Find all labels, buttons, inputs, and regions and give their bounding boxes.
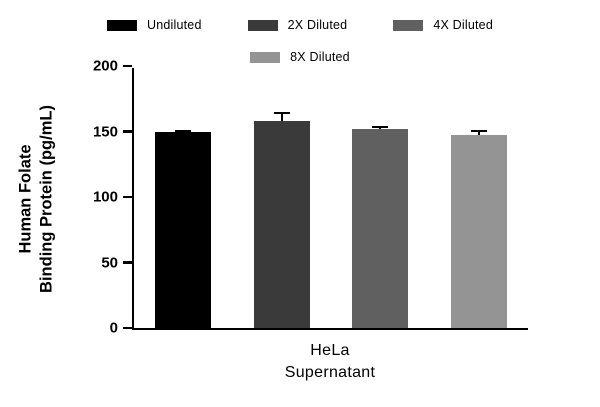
legend-label-4x-diluted: 4X Diluted xyxy=(433,18,493,32)
error-bar-cap-undiluted xyxy=(175,130,192,133)
legend-row-2: 8X Diluted xyxy=(250,50,350,64)
bar-group-2x-diluted xyxy=(253,68,310,328)
y-tick-label-200: 200 xyxy=(92,57,118,75)
y-tick-0 xyxy=(123,326,132,330)
x-axis-group-label-line1: HeLa xyxy=(310,342,350,359)
x-axis-group-label: HeLa Supernatant xyxy=(132,340,528,383)
x-axis-group-label-line2: Supernatant xyxy=(284,363,376,381)
legend-item-undiluted: Undiluted xyxy=(107,18,202,32)
legend-item-2x-diluted: 2X Diluted xyxy=(247,18,348,32)
error-bar-cap-4x-diluted xyxy=(372,126,389,129)
y-axis-title-line2: Binding Protein (pg/mL) xyxy=(37,105,55,293)
bars-container xyxy=(134,68,528,328)
y-axis-title-line1: Human Folate xyxy=(16,144,35,254)
error-bar-2x-diluted xyxy=(280,111,283,122)
bar-group-4x-diluted xyxy=(352,68,409,328)
bar-group-8x-diluted xyxy=(450,68,507,328)
error-bar-cap-2x-diluted xyxy=(273,111,290,114)
y-axis-title: Human Folate Binding Protein (pg/mL) xyxy=(15,105,56,293)
error-bar-8x-diluted xyxy=(477,130,480,136)
legend-row-1: Undiluted 2X Diluted 4X Diluted xyxy=(107,18,493,32)
legend-swatch-8x-diluted xyxy=(250,51,281,63)
legend-item-8x-diluted: 8X Diluted xyxy=(250,50,350,64)
legend-label-8x-diluted: 8X Diluted xyxy=(290,50,350,64)
y-tick-50 xyxy=(123,261,132,264)
y-tick-100 xyxy=(123,195,132,199)
y-tick-label-100: 100 xyxy=(92,188,118,206)
bar-4x-diluted xyxy=(352,128,409,328)
y-tick-200 xyxy=(123,64,132,68)
y-tick-label-150: 150 xyxy=(92,123,118,140)
y-tick-label-0: 0 xyxy=(109,319,118,337)
chart-legend: Undiluted 2X Diluted 4X Diluted 8X Diluted xyxy=(0,18,600,64)
error-bar-cap-8x-diluted xyxy=(470,130,487,133)
legend-label-undiluted: Undiluted xyxy=(147,18,202,32)
legend-label-2x-diluted: 2X Diluted xyxy=(287,18,348,32)
legend-swatch-2x-diluted xyxy=(247,19,278,31)
bar-2x-diluted xyxy=(253,121,310,328)
legend-item-4x-diluted: 4X Diluted xyxy=(393,18,493,32)
legend-swatch-4x-diluted xyxy=(393,19,424,31)
plot-area: 0 50 100 150 200 xyxy=(93,59,528,336)
bar-undiluted xyxy=(155,131,212,328)
y-tick-150 xyxy=(123,130,132,133)
bar-group-undiluted xyxy=(155,68,212,328)
bar-8x-diluted xyxy=(450,135,507,328)
legend-swatch-undiluted xyxy=(107,19,137,31)
y-tick-label-50: 50 xyxy=(101,254,118,271)
